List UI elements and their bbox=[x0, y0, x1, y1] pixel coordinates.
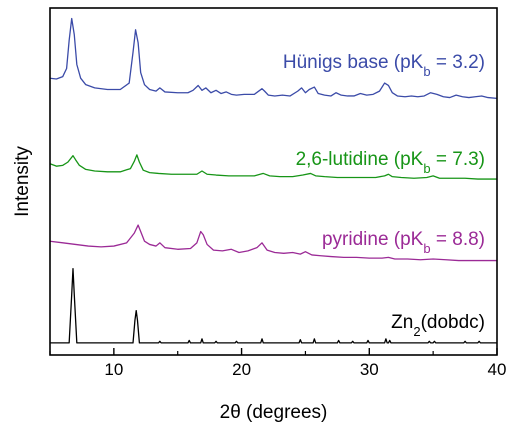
y-axis-title: Intensity bbox=[12, 146, 33, 217]
x-tick-label: 40 bbox=[488, 360, 507, 379]
x-axis-title: 2θ (degrees) bbox=[220, 402, 328, 423]
x-tick-label: 20 bbox=[232, 360, 251, 379]
series-label-0: Hünigs base (pKb = 3.2) bbox=[283, 52, 485, 79]
series-line-0 bbox=[49, 17, 498, 100]
series-label-2: pyridine (pKb = 8.8) bbox=[322, 229, 485, 256]
axis-ticks: 10 20 30 40 bbox=[49, 348, 507, 379]
series-line-3 bbox=[50, 268, 497, 344]
series-line-1 bbox=[49, 154, 497, 180]
plot-frame bbox=[49, 7, 498, 356]
series-label-1: 2,6-lutidine (pKb = 7.3) bbox=[296, 149, 485, 176]
series-label-layer: Hünigs base (pKb = 3.2) 2,6-lutidine (pKb… bbox=[283, 52, 485, 339]
series-line-2 bbox=[49, 224, 497, 262]
x-tick-label: 30 bbox=[360, 360, 379, 379]
series-layer bbox=[49, 17, 498, 344]
x-tick-label: 10 bbox=[104, 360, 123, 379]
series-label-3: Zn2(dobdc) bbox=[391, 312, 485, 339]
